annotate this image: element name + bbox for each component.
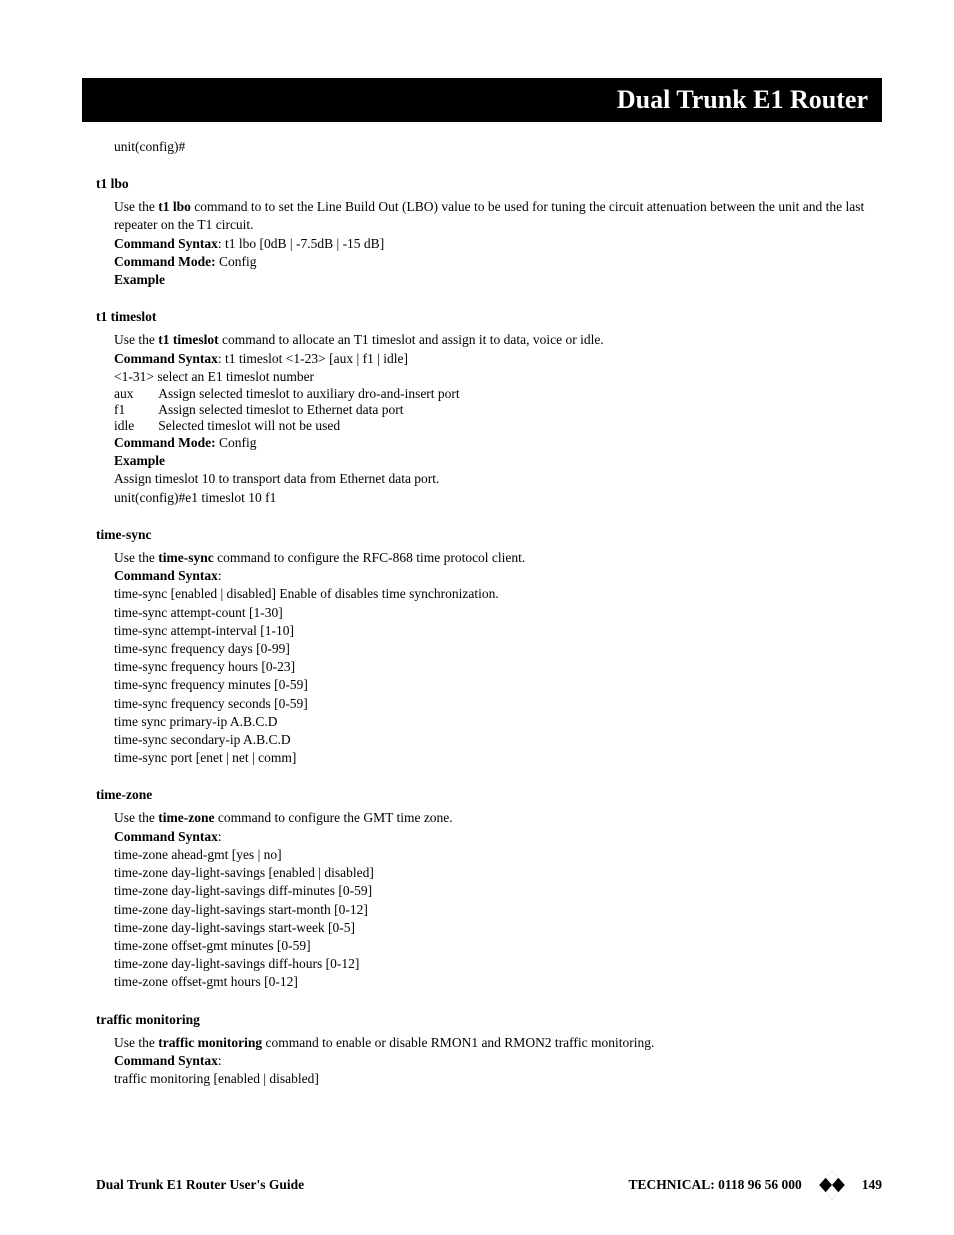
option-desc: Assign selected timeslot to Ethernet dat… [158,402,459,418]
label: Command Syntax [114,829,218,844]
colon: : [218,568,222,583]
page-header-bar: Dual Trunk E1 Router [82,78,882,122]
colon: : [218,1053,222,1068]
text: command to enable or disable RMON1 and R… [262,1035,654,1050]
text: command to to set the Line Build Out (LB… [114,199,864,232]
t1-lbo-mode: Command Mode: Config [114,253,882,271]
intro-prompt: unit(config)# [114,138,882,156]
text: Use the [114,332,158,347]
footer-technical: TECHNICAL: 0118 96 56 000 [628,1177,801,1193]
colon: : [218,829,222,844]
label: Command Syntax [114,1053,218,1068]
syntax-line: time-sync [enabled | disabled] Enable of… [114,585,882,603]
syntax-line: time-zone day-light-savings diff-hours [… [114,955,882,973]
command-name: time-zone [158,810,214,825]
option-desc: Selected timeslot will not be used [158,418,459,434]
syntax-line: time sync primary-ip A.B.C.D [114,713,882,731]
footer-page-number: 149 [862,1177,882,1193]
time-zone-description: Use the time-zone command to configure t… [114,809,882,827]
syntax-line: time-sync port [enet | net | comm] [114,749,882,767]
section-head-t1-timeslot: t1 timeslot [96,309,882,325]
page-footer: Dual Trunk E1 Router User's Guide TECHNI… [96,1169,882,1201]
syntax-line: time-zone day-light-savings start-month … [114,901,882,919]
syntax-line: time-sync attempt-count [1-30] [114,604,882,622]
option-key: idle [114,418,158,434]
t1-timeslot-syntax: Command Syntax: t1 timeslot <1-23> [aux … [114,350,882,368]
t1-lbo-description: Use the t1 lbo command to to set the Lin… [114,198,882,234]
command-name: traffic monitoring [158,1035,262,1050]
time-sync-description: Use the time-sync command to configure t… [114,549,882,567]
option-key: f1 [114,402,158,418]
value: Config [216,435,257,450]
option-row: idle Selected timeslot will not be used [114,418,460,434]
syntax-line: time-sync attempt-interval [1-10] [114,622,882,640]
text: Use the [114,1035,158,1050]
syntax-line: time-sync frequency days [0-99] [114,640,882,658]
syntax-line: time-zone day-light-savings [enabled | d… [114,864,882,882]
command-name: t1 lbo [158,199,191,214]
label: Command Mode: [114,435,216,450]
t1-lbo-example-label: Example [114,271,882,289]
section-head-traffic-monitoring: traffic monitoring [96,1012,882,1028]
t1-timeslot-description: Use the t1 timeslot command to allocate … [114,331,882,349]
traffic-description: Use the traffic monitoring command to en… [114,1034,882,1052]
diamond-logo-icon [816,1169,848,1201]
section-head-time-sync: time-sync [96,527,882,543]
syntax-line: traffic monitoring [enabled | disabled] [114,1070,882,1088]
text: command to configure the RFC-868 time pr… [214,550,526,565]
option-key: aux [114,386,158,402]
option-row: aux Assign selected timeslot to auxiliar… [114,386,460,402]
syntax-line: time-sync secondary-ip A.B.C.D [114,731,882,749]
syntax-line: time-sync frequency seconds [0-59] [114,695,882,713]
traffic-syntax-label: Command Syntax: [114,1052,882,1070]
value: : t1 lbo [0dB | -7.5dB | -15 dB] [218,236,384,251]
t1-timeslot-example-1: Assign timeslot 10 to transport data fro… [114,470,882,488]
t1-lbo-syntax: Command Syntax: t1 lbo [0dB | -7.5dB | -… [114,235,882,253]
t1-timeslot-example-label: Example [114,452,882,470]
value: Config [216,254,257,269]
page-title: Dual Trunk E1 Router [617,85,868,115]
time-sync-syntax-label: Command Syntax: [114,567,882,585]
text: Use the [114,550,158,565]
t1-timeslot-example-2: unit(config)#e1 timeslot 10 f1 [114,489,882,507]
syntax-line: time-zone day-light-savings diff-minutes… [114,882,882,900]
command-name: time-sync [158,550,213,565]
text: Use the [114,199,158,214]
section-head-t1-lbo: t1 lbo [96,176,882,192]
text: command to configure the GMT time zone. [214,810,452,825]
command-name: t1 timeslot [158,332,218,347]
label: Command Mode: [114,254,216,269]
label: Command Syntax [114,351,218,366]
text: command to allocate an T1 timeslot and a… [219,332,604,347]
t1-timeslot-mode: Command Mode: Config [114,434,882,452]
label: Command Syntax [114,236,218,251]
option-desc: Assign selected timeslot to auxiliary dr… [158,386,459,402]
t1-timeslot-range: <1-31> select an E1 timeslot number [114,368,882,386]
section-head-time-zone: time-zone [96,787,882,803]
text: Use the [114,810,158,825]
footer-guide-title: Dual Trunk E1 Router User's Guide [96,1177,304,1193]
syntax-line: time-zone day-light-savings start-week [… [114,919,882,937]
syntax-line: time-zone ahead-gmt [yes | no] [114,846,882,864]
syntax-line: time-sync frequency minutes [0-59] [114,676,882,694]
time-zone-syntax-label: Command Syntax: [114,828,882,846]
option-row: f1 Assign selected timeslot to Ethernet … [114,402,460,418]
syntax-line: time-zone offset-gmt hours [0-12] [114,973,882,991]
syntax-line: time-sync frequency hours [0-23] [114,658,882,676]
value: : t1 timeslot <1-23> [aux | f1 | idle] [218,351,408,366]
label: Command Syntax [114,568,218,583]
t1-timeslot-option-table: aux Assign selected timeslot to auxiliar… [114,386,460,434]
syntax-line: time-zone offset-gmt minutes [0-59] [114,937,882,955]
